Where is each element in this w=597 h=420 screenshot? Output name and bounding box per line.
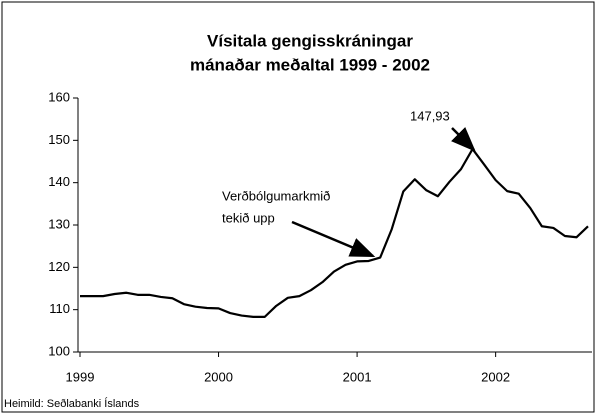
arrow <box>291 220 376 258</box>
y-tick-label: 160 <box>48 89 70 104</box>
x-tick-label: 2001 <box>343 369 372 384</box>
x-tick-label: 1999 <box>66 369 95 384</box>
chart-title: mánaðar meðaltal 1999 - 2002 <box>190 55 430 74</box>
annotation: 147,93 <box>410 108 450 123</box>
annotation: Verðbólgumarkmið <box>222 188 330 203</box>
source: Heimild: Seðlabanki Íslands <box>4 397 140 410</box>
chart-title: Vísitala gengisskráningar <box>207 31 413 50</box>
line <box>80 147 589 318</box>
x-tick-label: 2002 <box>481 369 510 384</box>
x-tick-label: 2000 <box>204 369 233 384</box>
y-tick-label: 130 <box>48 216 70 231</box>
y-tick-label: 100 <box>48 343 70 358</box>
y-tick-label: 150 <box>48 132 70 147</box>
y-tick-label: 110 <box>49 301 70 316</box>
annotation: tekið upp <box>222 210 275 225</box>
y-tick-label: 140 <box>48 174 70 189</box>
arrow <box>451 127 476 152</box>
chart-frame <box>1 1 595 413</box>
y-tick-label: 120 <box>48 259 70 274</box>
